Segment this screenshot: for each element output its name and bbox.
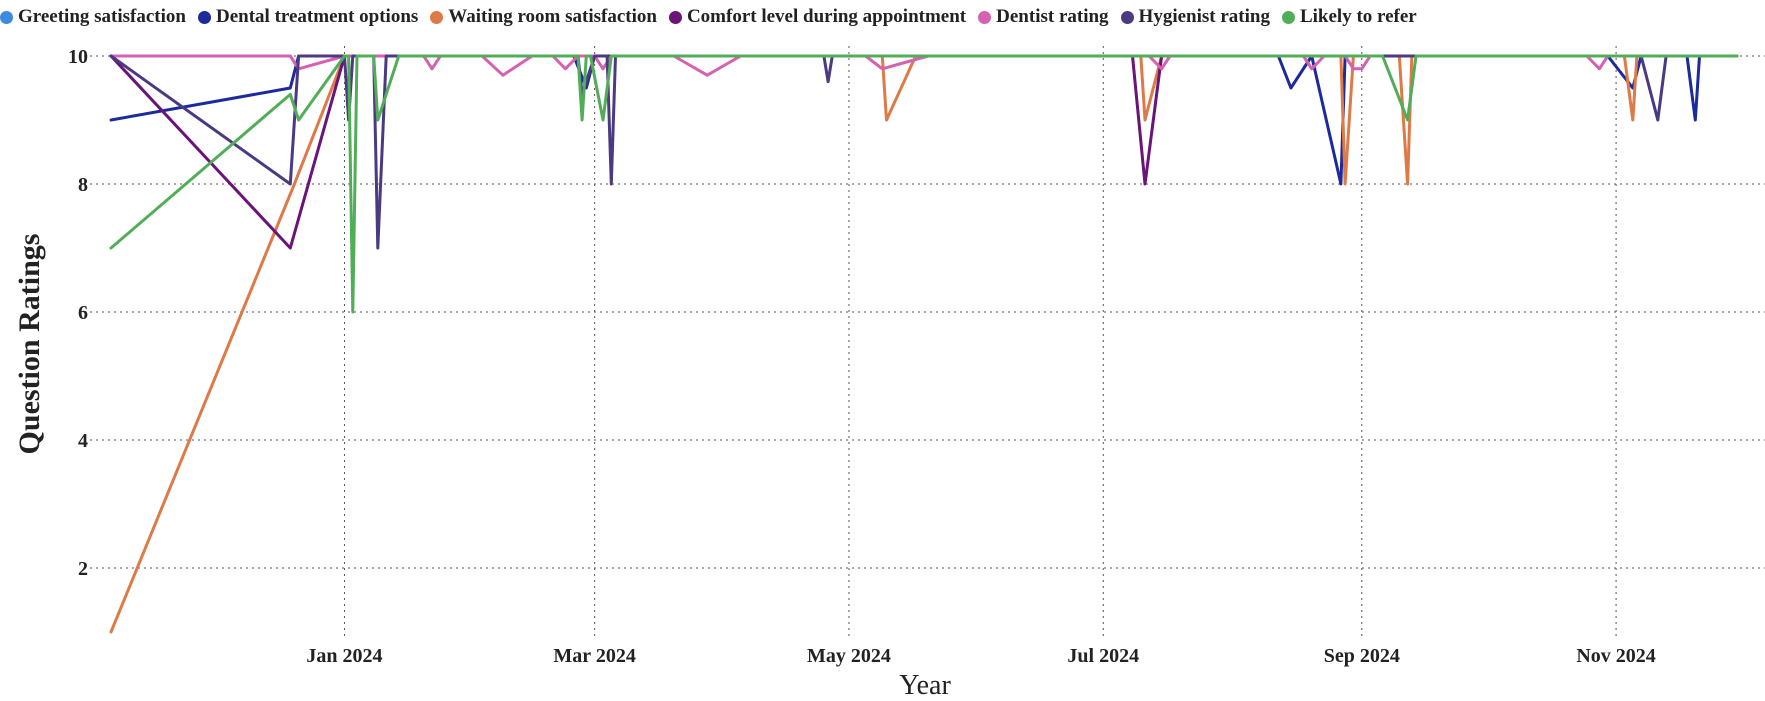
axis-ticks: 2 4 6 8 10 Jan 2024 Mar 2024 May 2024 Jul 2024 Se… [68,46,1656,667]
legend-label: Greeting satisfaction [18,6,186,27]
legend-label: Waiting room satisfaction [448,6,657,27]
legend-item: Likely to refer [1281,6,1417,28]
legend-dot-icon [430,10,444,24]
legend-label: Likely to refer [1299,6,1417,27]
grid [84,46,1765,636]
legend-item: Greeting satisfaction [0,6,186,28]
legend-item: Waiting room satisfaction [430,6,657,28]
legend-dot-icon [1281,10,1295,24]
y-tick-label: 6 [78,302,88,324]
series-lines [109,54,1739,634]
legend-item: Dentist rating [978,6,1109,28]
legend-label: Comfort level during appointment [686,6,967,27]
y-axis-title: Question Ratings [13,234,46,455]
legend-label: Dentist rating [996,6,1109,27]
x-tick-label: Jan 2024 [306,645,382,667]
legend-dot-icon [198,10,211,24]
y-tick-label: 4 [78,430,88,452]
legend-label: Hygienist rating [1138,6,1270,27]
x-axis-title: Year [899,670,951,701]
y-tick-label: 2 [78,558,88,580]
x-tick-label: Nov 2024 [1576,645,1655,667]
y-tick-label: 8 [78,174,88,196]
x-tick-label: May 2024 [807,645,891,667]
legend-item: Hygienist rating [1120,6,1270,28]
legend-dot-icon [0,10,13,24]
x-tick-label: Mar 2024 [553,645,635,667]
x-tick-label: Jul 2024 [1067,645,1139,667]
legend-dot-icon [978,10,992,24]
chart-legend: Greeting satisfaction Dental treatment op… [0,6,1429,28]
series-line-4 [109,54,1739,77]
legend-dot-icon [1120,10,1134,24]
legend-item: Comfort level during appointment [668,6,967,28]
series-line-6 [109,54,1739,314]
legend-dot-icon [668,10,682,24]
legend-item: Dental treatment options [198,6,418,28]
legend-label: Dental treatment options [216,6,419,27]
y-tick-label: 10 [68,46,88,68]
x-tick-label: Sep 2024 [1324,645,1400,667]
